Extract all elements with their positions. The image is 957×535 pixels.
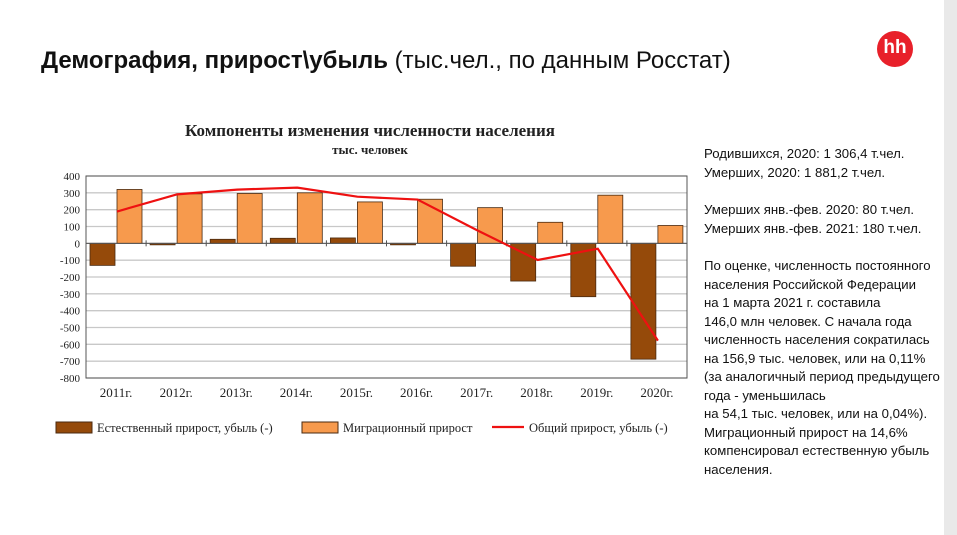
- migration-growth-bar: [597, 194, 624, 244]
- legend-swatch-migration: [301, 421, 339, 434]
- y-tick-label: -400: [60, 306, 81, 318]
- plot-frame: [85, 175, 688, 379]
- slide-title: Демография, прирост\убыль (тыс.чел., по …: [41, 47, 731, 74]
- y-tick-label: -300: [60, 289, 81, 301]
- legend-label-migration: Миграционный прирост: [343, 421, 473, 435]
- migration-growth-bar: [356, 201, 383, 244]
- y-tick-label: -100: [60, 255, 81, 267]
- x-tick-label: 2015г.: [340, 385, 373, 400]
- y-tick-label: -700: [60, 356, 81, 368]
- population-estimate: По оценке, численность постоянного насел…: [704, 258, 940, 477]
- x-tick-label: 2019г.: [580, 385, 613, 400]
- migration-growth-bar: [236, 193, 263, 244]
- x-tick-label: 2018г.: [520, 385, 553, 400]
- x-tick-label: 2011г.: [100, 385, 133, 400]
- y-tick-label: 200: [64, 205, 81, 217]
- deaths-jan-feb: Умерших янв.-фев. 2020: 80 т.чел. Умерши…: [704, 202, 922, 236]
- legend-label-total: Общий прирост, убыль (-): [529, 421, 668, 435]
- y-tick-label: -200: [60, 272, 81, 284]
- migration-growth-bar: [477, 207, 504, 244]
- total-growth-line: [116, 186, 659, 342]
- natural-growth-bar: [89, 242, 116, 266]
- side-notes: Родившихся, 2020: 1 306,4 т.чел. Умерших…: [704, 145, 944, 498]
- chart: Компоненты изменения численности населен…: [45, 105, 695, 450]
- slide-edge: [944, 0, 957, 535]
- legend-swatch-natural: [55, 421, 93, 434]
- y-tick-label: -500: [60, 323, 81, 335]
- natural-growth-bar: [329, 237, 356, 244]
- migration-growth-bar: [176, 193, 203, 244]
- migration-growth-bar: [537, 221, 564, 244]
- natural-growth-bar: [630, 242, 657, 360]
- natural-growth-bar: [209, 238, 236, 244]
- chart-title: Компоненты изменения численности населен…: [185, 121, 555, 140]
- legend-label-natural: Естественный прирост, убыль (-): [97, 421, 273, 435]
- hh-logo: hh: [877, 31, 913, 67]
- x-tick-label: 2014г.: [280, 385, 313, 400]
- y-tick-label: 100: [64, 222, 81, 234]
- migration-growth-bar: [296, 192, 323, 244]
- natural-growth-bar: [450, 242, 477, 267]
- chart-svg: Компоненты изменения численности населен…: [55, 121, 688, 435]
- y-tick-label: 400: [64, 171, 81, 183]
- y-tick-label: -600: [60, 339, 81, 351]
- x-tick-label: 2016г.: [400, 385, 433, 400]
- y-tick-label: -800: [60, 373, 81, 385]
- x-tick-label: 2013г.: [220, 385, 253, 400]
- y-tick-label: 0: [75, 238, 81, 250]
- x-tick-label: 2017г.: [460, 385, 493, 400]
- x-tick-label: 2020г.: [640, 385, 673, 400]
- natural-growth-bar: [269, 237, 296, 244]
- x-tick-label: 2012г.: [160, 385, 193, 400]
- migration-growth-bar: [116, 189, 143, 244]
- chart-subtitle: тыс. человек: [332, 142, 408, 157]
- migration-growth-bar: [657, 225, 684, 244]
- births-deaths-2020: Родившихся, 2020: 1 306,4 т.чел. Умерших…: [704, 146, 905, 180]
- y-tick-label: 300: [64, 188, 81, 200]
